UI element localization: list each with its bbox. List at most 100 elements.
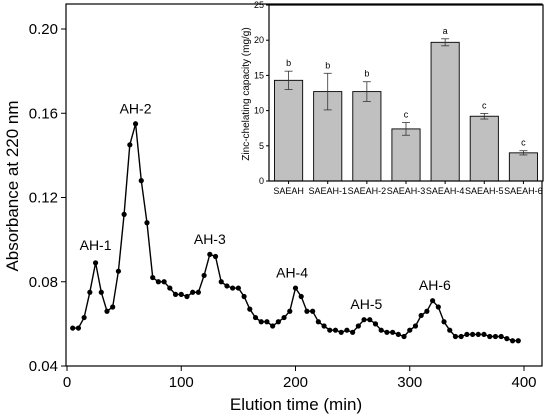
data-point	[104, 308, 110, 314]
inset-category-label: SAEAH-2	[348, 186, 387, 196]
x-tick-label: 400	[511, 374, 536, 391]
bar	[508, 152, 538, 182]
data-point	[258, 319, 264, 325]
data-point	[310, 308, 316, 314]
data-point	[92, 260, 99, 266]
data-point	[224, 283, 230, 289]
peak-label-ah-4: AH-4	[276, 265, 308, 281]
data-point	[378, 327, 384, 333]
data-point	[407, 327, 413, 333]
data-point	[252, 314, 259, 321]
data-point	[384, 329, 390, 335]
bar	[352, 91, 382, 182]
data-point	[264, 319, 270, 325]
inset-category-label: SAEAH-6	[504, 186, 543, 196]
inset-category-label: SAEAH-5	[465, 186, 504, 196]
data-point	[218, 279, 224, 285]
data-point	[515, 338, 521, 344]
significance-letter: b	[325, 60, 330, 70]
data-point	[212, 253, 219, 260]
data-point	[435, 304, 441, 310]
significance-letter: c	[521, 138, 526, 148]
significance-letter: a	[443, 26, 448, 36]
significance-letter: c	[404, 110, 409, 120]
data-point	[275, 319, 281, 325]
data-point	[81, 314, 87, 321]
inset-y-tick-label: 10	[254, 106, 264, 116]
data-point	[241, 293, 247, 300]
x-tick-label: 100	[169, 374, 194, 391]
data-point	[367, 317, 373, 323]
data-point	[138, 178, 144, 184]
data-point	[441, 319, 447, 325]
inset-y-tick-label: 20	[254, 35, 264, 45]
data-point	[321, 323, 327, 329]
data-point	[292, 285, 299, 291]
data-point	[395, 331, 401, 338]
inset-y-tick-label: 15	[254, 70, 264, 80]
data-point	[355, 323, 361, 329]
data-point	[487, 333, 493, 340]
data-point	[390, 329, 396, 335]
data-point	[498, 333, 504, 340]
inset-category-label: SAEAH-1	[308, 186, 347, 196]
data-point	[469, 331, 476, 338]
significance-letter: c	[482, 100, 487, 110]
data-point	[201, 272, 207, 279]
elution-profile-chart: 0 100 200 300 4000.040.080.120.160.20Elution…	[3, 3, 543, 414]
data-point	[452, 333, 459, 340]
data-point	[338, 329, 344, 335]
data-point	[144, 220, 150, 226]
zinc-chelating-inset-chart: b SAEAH b SAEAH-1 b SAEAH-2 c SAEAH-3 a SAEAH-4 c S…	[241, 0, 544, 196]
x-tick-label: 300	[397, 374, 422, 391]
data-point	[481, 331, 487, 338]
data-point	[361, 317, 367, 323]
data-point	[127, 142, 133, 148]
data-point	[70, 325, 76, 331]
y-tick-label: 0.04	[29, 358, 58, 375]
inset-category-label: SAEAH-4	[426, 186, 465, 196]
data-point	[332, 327, 339, 333]
data-point	[121, 211, 127, 217]
data-point	[304, 308, 310, 314]
data-point	[504, 336, 510, 342]
data-point	[447, 327, 453, 333]
data-point	[270, 323, 276, 329]
data-point	[464, 331, 470, 338]
inset-y-tick-label: 0	[259, 176, 264, 186]
x-tick-label: 200	[283, 374, 308, 391]
data-point	[207, 251, 213, 257]
bar	[469, 115, 499, 182]
data-point	[281, 314, 287, 321]
data-point	[350, 329, 356, 335]
data-point	[98, 289, 104, 295]
data-point	[195, 289, 201, 295]
data-point	[298, 293, 304, 300]
data-point	[344, 327, 350, 333]
data-point	[155, 279, 161, 285]
inset-category-label: SAEAH-3	[387, 186, 426, 196]
data-point	[430, 298, 436, 304]
data-point	[401, 333, 407, 340]
plot-frame	[65, 3, 543, 367]
data-point	[509, 338, 516, 344]
data-point	[372, 321, 379, 327]
data-point	[424, 308, 430, 314]
significance-letter: b	[286, 58, 291, 68]
data-point	[167, 285, 173, 291]
data-point	[132, 121, 139, 127]
bar	[274, 79, 304, 182]
data-point	[110, 304, 116, 310]
data-point	[412, 323, 419, 329]
data-point	[178, 291, 184, 297]
data-point	[161, 279, 167, 285]
x-tick-label: 0	[63, 374, 71, 391]
x-axis-title: Elution time (min)	[230, 395, 362, 414]
peak-label-ah-6: AH-6	[419, 277, 451, 293]
data-point	[75, 325, 82, 331]
y-tick-label: 0.20	[29, 21, 58, 38]
inset-category-label: SAEAH	[273, 186, 304, 196]
inset-y-axis-title: Zinc-chelating capacity (mg/g)	[241, 27, 252, 160]
y-tick-label: 0.16	[29, 105, 58, 122]
